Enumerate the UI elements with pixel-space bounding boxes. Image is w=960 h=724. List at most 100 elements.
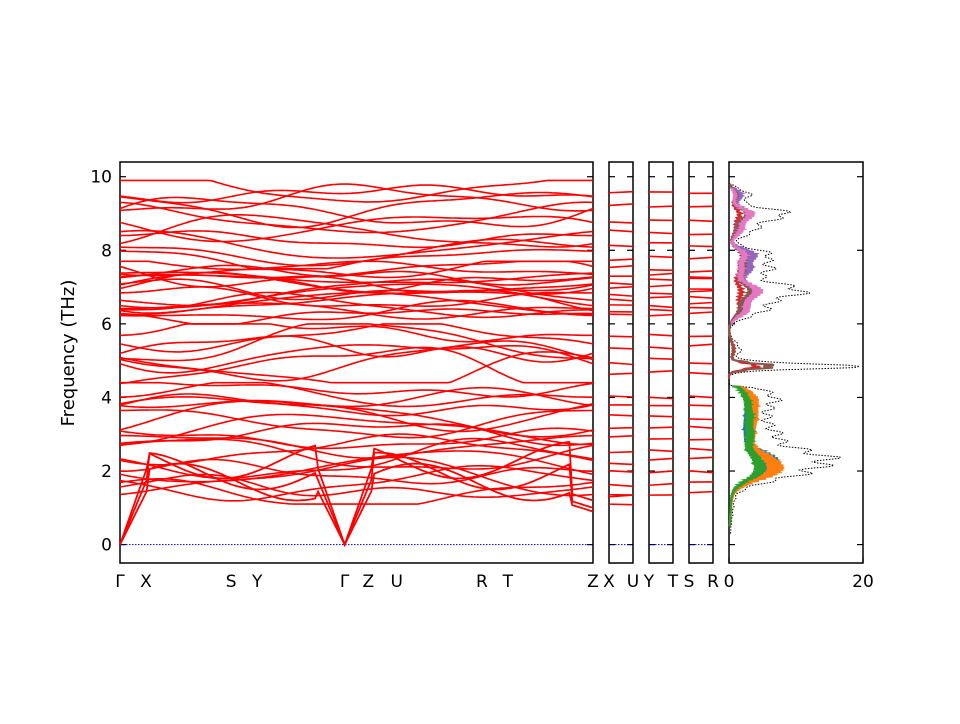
x-tick-label-6: U	[390, 572, 402, 592]
x-tick-label-0: X	[603, 572, 615, 592]
x-tick-label-1: R	[707, 572, 719, 592]
panel-frame	[649, 162, 673, 563]
band-flat-6	[649, 427, 673, 428]
y-tick-label: 6	[101, 315, 112, 335]
band-flat-27	[609, 204, 633, 206]
band-flat-24	[689, 246, 713, 247]
band-flat-19	[609, 287, 633, 288]
band-lines	[649, 192, 673, 495]
band-lines	[609, 192, 633, 505]
band-flat-26	[609, 222, 633, 223]
band-flat-17	[609, 299, 633, 301]
band-flat-20	[649, 279, 673, 280]
band-flat-7	[689, 419, 713, 420]
band-flat-18	[689, 291, 713, 292]
band-flat-16	[689, 302, 713, 303]
x-tick-label-4: Γ	[340, 572, 350, 592]
band-flat-13	[649, 334, 673, 335]
band-flat-18	[609, 294, 633, 296]
band-lines	[689, 193, 713, 492]
y-tick-label: 4	[101, 388, 112, 408]
band-flat-15	[649, 309, 673, 310]
band-flat-3	[609, 463, 633, 464]
band-flat-0	[689, 492, 713, 493]
band-flat-1	[609, 485, 633, 487]
band-flat-4	[649, 450, 673, 451]
band-flat-9	[609, 396, 633, 397]
y-tick-label: 10	[90, 168, 112, 188]
dos-x-tick-label-0: 0	[724, 572, 735, 592]
band-flat-28	[609, 192, 633, 193]
dos-panel: 0 20	[724, 162, 874, 592]
x-tick-label-1: U	[627, 572, 639, 592]
band-flat-6	[689, 426, 713, 428]
band-flat-11	[609, 363, 633, 365]
band-flat-3	[649, 458, 673, 460]
x-tick-label-0: Y	[643, 572, 655, 592]
y-tick-label: 2	[101, 462, 112, 482]
dos-x-tick-label-1: 20	[852, 572, 874, 592]
y-axis-label: Frequency (THz)	[58, 280, 79, 427]
band-flat-26	[689, 220, 713, 221]
band-flat-12	[689, 344, 713, 346]
band-flat-5	[609, 436, 633, 437]
dos-partial-2	[730, 386, 766, 526]
band-flat-27	[649, 206, 673, 207]
band-flat-11	[689, 363, 713, 364]
x-tick-label-7: R	[476, 572, 488, 592]
band-optical-13	[120, 410, 593, 438]
band-flat-18	[649, 293, 673, 294]
band-flat-24	[609, 245, 633, 246]
band-optical-46	[120, 250, 593, 269]
band-flat-13	[609, 336, 633, 337]
x-tick-label-2: S	[226, 572, 237, 592]
x-tick-label-0: Γ	[115, 572, 125, 592]
band-flat-7	[609, 415, 633, 416]
band-flat-22	[609, 266, 633, 268]
band-flat-14	[649, 315, 673, 316]
x-tick-label-8: T	[502, 572, 514, 592]
band-flat-10	[689, 373, 713, 374]
band-flat-1	[649, 484, 673, 486]
band-optical-26	[120, 324, 593, 352]
band-flat-29	[609, 504, 633, 505]
band-flat-25	[609, 230, 633, 232]
band-optical-24	[120, 336, 593, 362]
x-tick-label-5: Z	[362, 572, 374, 592]
band-flat-6	[609, 428, 633, 429]
band-flat-14	[689, 312, 713, 313]
band-optical-20	[120, 352, 593, 383]
band-flat-3	[689, 457, 713, 458]
x-tick-label-9: Z	[587, 572, 599, 592]
band-flat-10	[649, 371, 673, 372]
y-tick-label: 0	[101, 536, 112, 556]
band-flat-23	[649, 256, 673, 257]
band-flat-20	[609, 283, 633, 285]
band-flat-19	[649, 285, 673, 286]
band-lines	[120, 180, 593, 544]
x-tick-label-1: T	[667, 572, 679, 592]
band-flat-23	[609, 259, 633, 260]
x-tick-label-1: X	[140, 572, 152, 592]
band-flat-12	[609, 348, 633, 349]
band-flat-17	[689, 297, 713, 299]
band-flat-7	[649, 416, 673, 417]
band-flat-21	[689, 277, 713, 278]
band-flat-17	[649, 297, 673, 298]
band-flat-16	[649, 306, 673, 308]
band-flat-25	[649, 232, 673, 233]
x-tick-label-3: Y	[251, 572, 263, 592]
band-flat-21	[649, 273, 673, 275]
band-flat-22	[689, 271, 713, 272]
band-flat-8	[689, 405, 713, 406]
band-flat-23	[689, 257, 713, 259]
band-flat-10	[609, 373, 633, 374]
band-flat-4	[609, 452, 633, 453]
y-tick-label: 8	[101, 241, 112, 261]
